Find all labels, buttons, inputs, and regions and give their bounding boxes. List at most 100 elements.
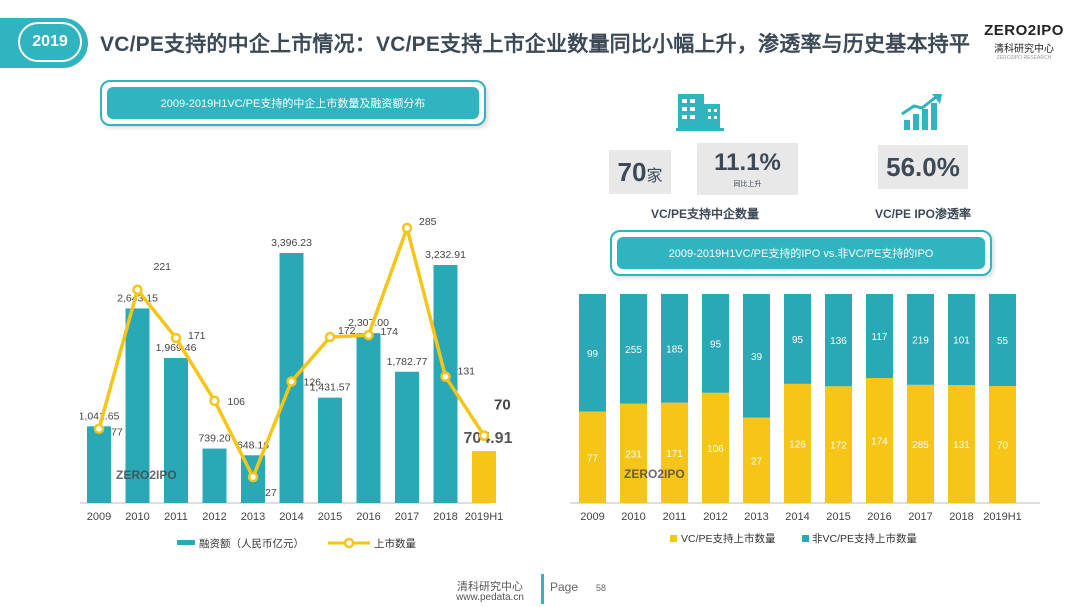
stack-nonvc-label-2014: 95 xyxy=(792,335,804,346)
legend-bar-label: 融资额（人民币亿元） xyxy=(199,537,304,550)
right-tick-2010: 2010 xyxy=(621,511,645,523)
bar-2018 xyxy=(433,265,458,503)
right-tick-2014: 2014 xyxy=(785,511,809,523)
stack-vc-label-2010: 231 xyxy=(625,449,642,460)
line-label-2015: 172 xyxy=(338,325,356,337)
legend-line-marker xyxy=(343,537,355,549)
line-point-2010 xyxy=(132,284,143,296)
bar-label-2016: 2,307.00 xyxy=(348,317,389,329)
left-tick-2010: 2010 xyxy=(125,511,149,523)
line-label-2011: 171 xyxy=(188,330,206,342)
building-icon xyxy=(676,94,724,131)
stack-vc-2010 xyxy=(620,403,647,503)
stack-nonvc-2014 xyxy=(784,294,811,384)
left-tick-2014: 2014 xyxy=(279,511,303,523)
stack-nonvc-2015 xyxy=(825,294,852,387)
left-tick-2011: 2011 xyxy=(164,511,188,523)
legend-vc-swatch xyxy=(670,535,677,542)
stack-nonvc-label-2012: 95 xyxy=(710,339,722,350)
penetration-label: VC/PE IPO渗透率 xyxy=(874,207,972,221)
right-tick-2013: 2013 xyxy=(744,511,768,523)
stack-vc-2014 xyxy=(784,383,811,503)
stack-nonvc-label-2013: 39 xyxy=(751,352,763,363)
line-point-2016 xyxy=(363,329,374,341)
year-badge: 2019 xyxy=(0,18,88,68)
left-tick-2012: 2012 xyxy=(202,511,226,523)
bar-label-2011: 1,969.46 xyxy=(156,342,197,354)
left-chart-title: 2009-2019H1VC/PE支持的中企上市数量及融资额分布 xyxy=(107,87,479,119)
stack-vc-label-2013: 27 xyxy=(751,456,763,467)
line-point-2012 xyxy=(209,395,220,407)
bar-label-2013: 648.16 xyxy=(237,439,269,451)
line-point-2014 xyxy=(286,376,297,387)
bar-2009 xyxy=(87,426,111,503)
count-label: VC/PE支持中企数量 xyxy=(650,207,759,221)
line-point-2011 xyxy=(170,332,182,344)
stack-nonvc-label-2011: 185 xyxy=(666,344,683,355)
left-tick-2019H1: 2019H1 xyxy=(465,511,504,523)
line-label-2014: 126 xyxy=(304,376,322,388)
stack-vc-2011 xyxy=(661,402,688,503)
stack-vc-2018 xyxy=(948,384,975,503)
stack-nonvc-2018 xyxy=(948,294,975,385)
logo-main: ZERO2IPO xyxy=(984,22,1064,39)
penetration-stat: 56.0% xyxy=(878,145,968,189)
bar-label-2014: 3,396.23 xyxy=(271,237,312,249)
right-tick-2009: 2009 xyxy=(580,511,604,523)
count-stat: 70 家 xyxy=(609,150,671,194)
line-label-2009: 77 xyxy=(111,427,123,439)
page-title: VC/PE支持的中企上市情况：VC/PE支持上市企业数量同比小幅上升，渗透率与历… xyxy=(100,33,971,56)
stack-vc-2015 xyxy=(825,386,852,503)
stack-vc-2017 xyxy=(907,384,934,503)
bar-label-2009: 1,041.65 xyxy=(80,410,120,422)
year-text: 2019 xyxy=(18,22,82,62)
legend-vc-label: VC/PE支持上市数量 xyxy=(681,532,776,545)
right-watermark: ZERO2IPO xyxy=(624,467,685,481)
stack-vc-label-2018: 131 xyxy=(953,440,970,451)
stack-vc-2013 xyxy=(743,417,770,503)
growth-note: 同比上升 xyxy=(733,181,762,188)
stack-vc-2016 xyxy=(866,378,893,503)
logo-en: ZERO2IPO RESEARCH xyxy=(996,55,1052,61)
bar-2012 xyxy=(202,448,227,503)
line-label-2013: 27 xyxy=(265,487,277,499)
left-watermark: ZERO2IPO xyxy=(116,468,177,482)
legend-bar-swatch xyxy=(177,540,195,545)
legend-nonvc-swatch xyxy=(802,535,809,542)
stack-nonvc-label-2015: 136 xyxy=(830,336,847,347)
stack-vc-2019H1 xyxy=(989,385,1016,503)
bar-2016 xyxy=(356,333,381,503)
legend-nonvc-label: 非VC/PE支持上市数量 xyxy=(812,532,918,545)
stack-nonvc-2010 xyxy=(620,294,647,404)
stack-nonvc-2016 xyxy=(866,294,893,379)
line-label-2012: 106 xyxy=(228,396,246,408)
left-tick-2018: 2018 xyxy=(433,511,457,523)
right-tick-2017: 2017 xyxy=(908,511,932,523)
count-value: 70 xyxy=(617,156,647,187)
stack-nonvc-2013 xyxy=(743,294,770,418)
penetration-value: 56.0% xyxy=(886,151,960,182)
left-chart-title-pill: 2009-2019H1VC/PE支持的中企上市数量及融资额分布 xyxy=(100,80,486,126)
line-label-2018: 131 xyxy=(458,366,476,378)
line-point-2013 xyxy=(247,471,259,483)
right-tick-2012: 2012 xyxy=(703,511,727,523)
right-tick-2016: 2016 xyxy=(867,511,891,523)
right-tick-2015: 2015 xyxy=(826,511,850,523)
stack-nonvc-2012 xyxy=(702,294,729,393)
right-chart-title-pill: 2009-2019H1VC/PE支持的IPO vs.非VC/PE支持的IPO xyxy=(610,230,992,276)
bar-2015 xyxy=(318,397,342,503)
left-combo-chart: ZERO2IPO1,041.652,643.151,969.46739.2064… xyxy=(80,216,513,550)
left-tick-2009: 2009 xyxy=(87,511,111,523)
line-point-2009 xyxy=(93,423,105,434)
footer-url[interactable]: www.pedata.cn xyxy=(456,592,524,603)
stack-nonvc-label-2016: 117 xyxy=(872,332,888,343)
bar-2019H1 xyxy=(472,451,496,503)
stack-nonvc-2009 xyxy=(579,294,606,412)
stack-nonvc-2011 xyxy=(661,294,688,403)
left-tick-2016: 2016 xyxy=(356,511,380,523)
stack-vc-2009 xyxy=(579,411,606,503)
footer-center: 清科研究中心 xyxy=(457,581,523,593)
bar-2010 xyxy=(125,308,150,503)
line-point-2018 xyxy=(440,371,451,382)
left-tick-2013: 2013 xyxy=(241,511,265,523)
